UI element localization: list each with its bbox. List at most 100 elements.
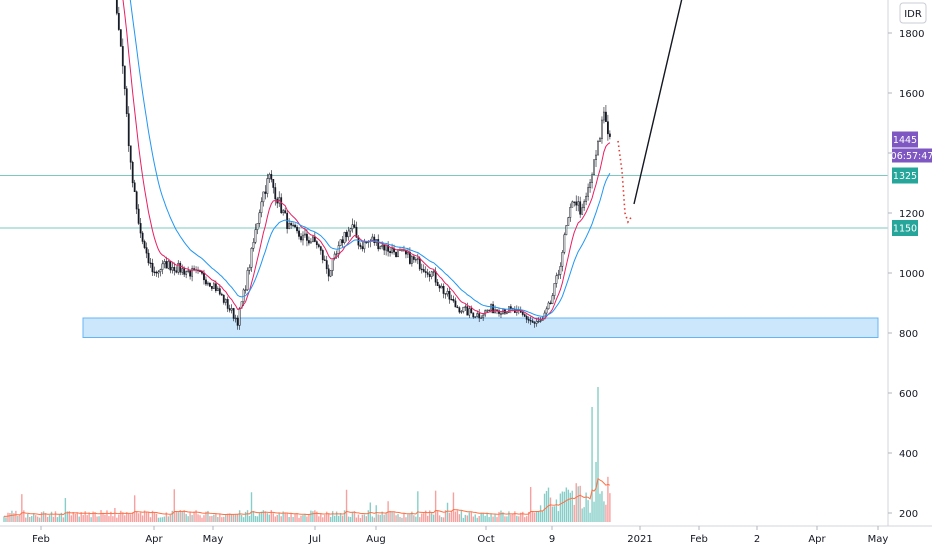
- candle-body: [139, 223, 142, 234]
- volume-bar: [355, 517, 358, 522]
- volume-bar: [229, 513, 231, 522]
- volume-bar: [577, 486, 579, 522]
- candle-body: [209, 282, 211, 287]
- volume-bar: [236, 514, 239, 522]
- volume-bar: [66, 511, 69, 522]
- candle-body: [448, 290, 451, 300]
- volume-bar: [482, 513, 484, 522]
- candle-body: [313, 236, 316, 242]
- candle-body: [389, 251, 392, 253]
- volume-bar: [64, 498, 67, 522]
- candle-body: [345, 232, 348, 238]
- candle-body: [171, 267, 174, 271]
- candle-body: [585, 195, 588, 202]
- candle-body: [464, 306, 467, 308]
- volume-bar: [189, 512, 191, 522]
- volume-bar: [15, 510, 17, 522]
- volume-bar: [324, 514, 326, 522]
- candle-body: [258, 212, 261, 224]
- volume-bar: [108, 516, 110, 522]
- volume-bar: [357, 514, 360, 522]
- candle-body: [410, 256, 413, 264]
- volume-bar: [500, 510, 502, 522]
- volume-bar: [494, 514, 496, 522]
- candle-body: [117, 13, 120, 30]
- candle-body: [488, 309, 491, 312]
- candle-body: [422, 269, 425, 272]
- candle-body: [597, 141, 599, 156]
- volume-bar: [429, 510, 431, 522]
- candle-body: [141, 232, 144, 242]
- candle-body: [268, 173, 271, 179]
- y-tick-label: 600: [899, 389, 918, 400]
- volume-bar: [565, 487, 568, 522]
- volume-bar: [365, 516, 368, 522]
- volume-bar: [13, 513, 15, 522]
- candle-body: [214, 283, 217, 291]
- volume-bar: [486, 512, 488, 522]
- volume-bar: [318, 516, 320, 522]
- candle-body: [500, 313, 502, 315]
- candle-body: [310, 241, 312, 244]
- candle-body: [175, 270, 178, 273]
- volume-bar: [48, 515, 51, 522]
- currency-badge[interactable]: [899, 2, 927, 24]
- volume-bar: [50, 511, 53, 522]
- volume-bar: [345, 489, 348, 522]
- volume-bar: [240, 514, 243, 522]
- volume-bar: [432, 514, 435, 522]
- candle-body: [444, 293, 447, 295]
- volume-bar: [56, 517, 59, 522]
- candle-body: [603, 111, 605, 121]
- y-tick-label: 1000: [899, 269, 924, 280]
- volume-bar: [70, 515, 73, 522]
- volume-bar: [472, 516, 474, 522]
- candle-body: [161, 263, 164, 270]
- candle-body: [244, 289, 247, 291]
- candle-body: [567, 217, 570, 226]
- candle-body: [569, 207, 572, 218]
- volume-bar: [300, 515, 302, 522]
- volume-bar: [46, 516, 49, 522]
- volume-bar: [82, 515, 84, 522]
- candle-body: [306, 233, 308, 241]
- volume-bar: [54, 511, 57, 522]
- candle-body: [438, 285, 441, 289]
- volume-bar: [474, 514, 476, 522]
- y-tick-label: 1800: [899, 29, 924, 40]
- volume-bar: [367, 510, 370, 522]
- volume-bar: [593, 501, 595, 522]
- volume-bar: [232, 514, 235, 522]
- volume-bar: [38, 517, 41, 522]
- candle-body: [203, 273, 205, 281]
- volume-bar: [201, 517, 203, 522]
- candle-body: [385, 245, 388, 251]
- volume-bar: [442, 517, 445, 522]
- volume-bar: [72, 511, 74, 522]
- candle-body: [509, 306, 512, 309]
- candle-body: [551, 295, 554, 304]
- candle-body: [179, 262, 182, 273]
- candle-body: [460, 311, 463, 313]
- candle-body: [224, 299, 227, 303]
- candle-body: [545, 308, 548, 314]
- volume-bar: [466, 515, 469, 522]
- candle-body: [319, 246, 322, 251]
- volume-bar: [440, 517, 443, 522]
- volume-bar: [219, 514, 221, 522]
- volume-bar: [599, 493, 601, 522]
- candle-body: [373, 236, 376, 243]
- volume-bar: [308, 514, 310, 522]
- volume-bar: [286, 512, 288, 522]
- volume-bar: [268, 514, 271, 522]
- candle-body: [559, 266, 562, 275]
- candle-body: [300, 236, 302, 241]
- volume-bar: [589, 512, 591, 522]
- volume-bar: [363, 514, 366, 522]
- volume-bar: [17, 515, 19, 522]
- candle-body: [456, 306, 459, 309]
- candle-body: [236, 317, 239, 326]
- volume-bar: [227, 513, 229, 522]
- volume-bar: [264, 511, 267, 522]
